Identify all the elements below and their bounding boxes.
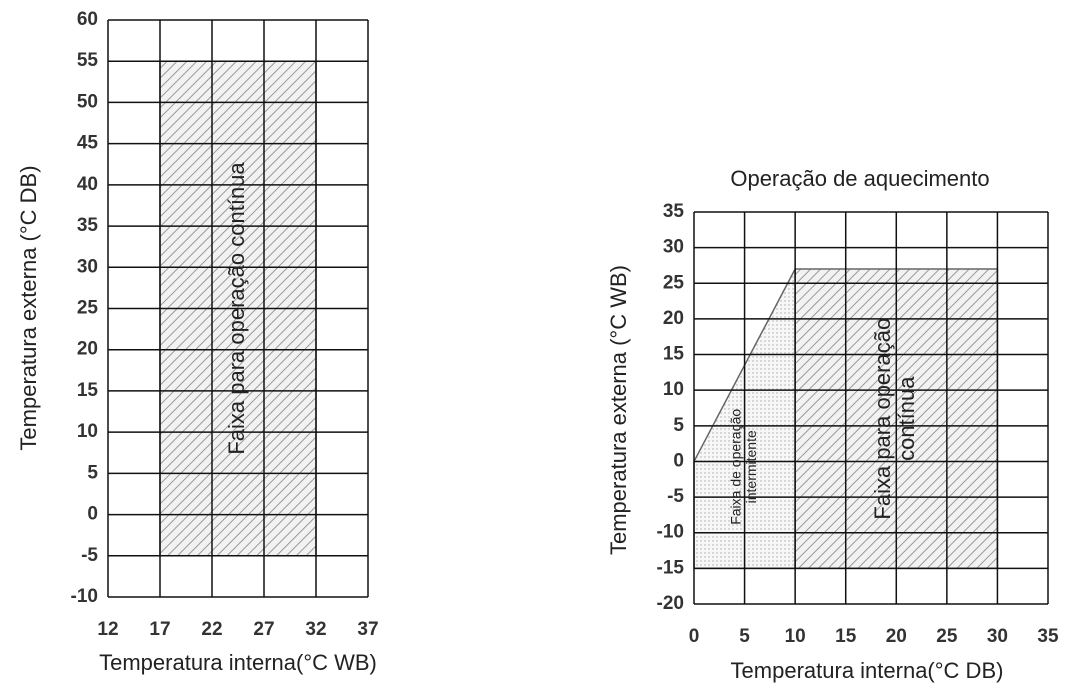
x-tick-label: 27 bbox=[253, 619, 274, 640]
x-tick-label: 20 bbox=[886, 626, 907, 647]
y-tick-label: 10 bbox=[77, 421, 98, 442]
x-tick-label: 5 bbox=[739, 626, 750, 647]
y-tick-label: 0 bbox=[673, 450, 684, 471]
x-tick-label: 17 bbox=[149, 619, 170, 640]
y-tick-label: -10 bbox=[657, 522, 684, 543]
x-tick-label: 32 bbox=[305, 619, 326, 640]
y-tick-label: 35 bbox=[77, 215, 99, 236]
x-tick-label: 22 bbox=[201, 619, 222, 640]
y-tick-label: 20 bbox=[77, 339, 98, 360]
y-tick-label: 0 bbox=[87, 504, 98, 525]
chart-title: Operação de aquecimento bbox=[730, 166, 989, 191]
y-tick-label: 5 bbox=[87, 462, 98, 483]
y-tick-label: 45 bbox=[77, 133, 99, 154]
x-axis-label: Temperatura interna(°C DB) bbox=[731, 658, 1004, 683]
y-tick-label: 40 bbox=[77, 174, 98, 195]
region-label: Faixa de operação bbox=[728, 409, 744, 525]
x-tick-label: 37 bbox=[357, 619, 378, 640]
y-tick-label: 30 bbox=[77, 256, 98, 277]
y-tick-label: -5 bbox=[81, 545, 98, 566]
x-axis-label: Temperatura interna(°C WB) bbox=[99, 650, 377, 675]
y-tick-label: -20 bbox=[657, 593, 684, 614]
y-tick-label: 5 bbox=[673, 415, 684, 436]
x-tick-label: 25 bbox=[936, 626, 958, 647]
region-label: Faixa para operação contínua bbox=[224, 162, 249, 455]
y-tick-label: -15 bbox=[657, 557, 685, 578]
y-tick-label: 10 bbox=[663, 379, 684, 400]
region-label: intermitente bbox=[743, 430, 759, 503]
y-tick-label: 60 bbox=[77, 9, 98, 30]
x-tick-label: 12 bbox=[97, 619, 118, 640]
y-tick-label: 25 bbox=[663, 272, 685, 293]
x-tick-label: 10 bbox=[785, 626, 806, 647]
y-tick-label: 20 bbox=[663, 308, 684, 329]
region-label: contínua bbox=[894, 376, 919, 461]
x-tick-label: 30 bbox=[987, 626, 1008, 647]
y-tick-label: -10 bbox=[71, 586, 98, 607]
y-tick-label: 15 bbox=[77, 380, 99, 401]
y-tick-label: 15 bbox=[663, 344, 685, 365]
y-axis-label: Temperatura externa (°C WB) bbox=[606, 265, 631, 555]
y-tick-label: -5 bbox=[667, 486, 684, 507]
x-tick-label: 15 bbox=[835, 626, 857, 647]
x-tick-label: 35 bbox=[1037, 626, 1059, 647]
y-axis-label: Temperatura externa (°C DB) bbox=[16, 165, 41, 450]
y-tick-label: 55 bbox=[77, 50, 99, 71]
y-tick-label: 30 bbox=[663, 237, 684, 258]
y-tick-label: 25 bbox=[77, 298, 99, 319]
y-tick-label: 50 bbox=[77, 91, 98, 112]
y-tick-label: 35 bbox=[663, 201, 685, 222]
region-label: Faixa para operação bbox=[870, 318, 895, 520]
x-tick-label: 0 bbox=[689, 626, 700, 647]
